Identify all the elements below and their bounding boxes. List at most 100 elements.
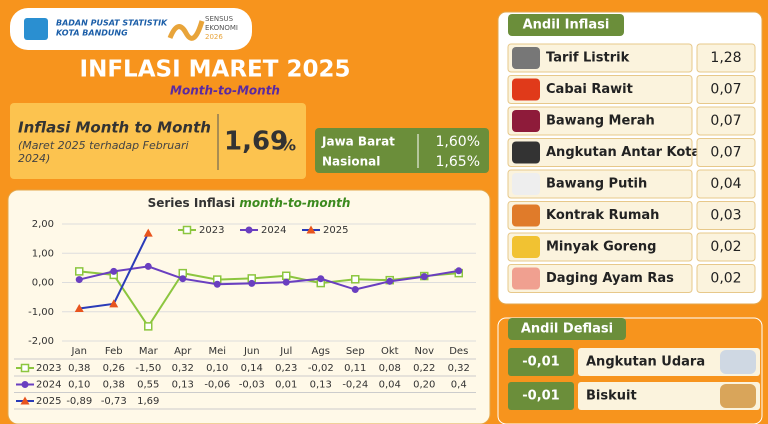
x-tick-label: Jan [71, 346, 87, 357]
table-row-label: 2025 [36, 396, 61, 407]
item-value: -0,01 [522, 355, 559, 370]
value-box [696, 75, 756, 104]
legend-marker [245, 226, 253, 234]
table-cell: 1,69 [137, 396, 159, 407]
x-tick-label: Jun [243, 346, 260, 357]
table-cell: 0,20 [413, 380, 435, 391]
table-cell: 0,22 [413, 363, 435, 374]
x-tick-label: Jul [279, 346, 292, 357]
andil-inflasi-header [508, 14, 624, 36]
table-cell: 0,11 [344, 363, 366, 374]
item-icon [512, 47, 540, 69]
table-cell: 0,13 [172, 380, 194, 391]
point [248, 279, 256, 287]
chart-panel [7, 189, 491, 424]
item-icon [512, 78, 540, 101]
item-box [507, 75, 693, 104]
item-value: 0,04 [710, 176, 741, 192]
value-box [508, 382, 574, 410]
mtm-value: 1,69 [224, 127, 288, 157]
andil-deflasi-header [508, 318, 626, 340]
point [143, 228, 153, 237]
mtm-label: Inflasi Month to Month [18, 119, 211, 137]
x-tick-label: Feb [105, 346, 123, 357]
andil-inflasi-title: Andil Inflasi [523, 18, 610, 33]
item-icon [720, 350, 756, 374]
x-tick-label: Apr [174, 346, 192, 357]
item-value: 0,07 [710, 82, 741, 98]
item-name: Daging Ayam Ras [546, 271, 674, 286]
table-cell: 0,32 [172, 363, 194, 374]
item-name: Kontrak Rumah [546, 208, 659, 223]
table-cell: 0,13 [310, 380, 332, 391]
point [74, 304, 84, 313]
table-cell: 0,14 [241, 363, 263, 374]
regional-box [315, 128, 489, 173]
chart-title-em: month-to-month [239, 196, 350, 210]
x-tick-label: Nov [414, 346, 434, 357]
point [144, 262, 152, 270]
point [420, 273, 428, 281]
item-value: 1,28 [710, 50, 741, 66]
series-line [79, 270, 459, 329]
item-box [507, 106, 693, 136]
item-name: Angkutan Antar Kota [546, 145, 700, 160]
item-box [507, 138, 693, 167]
point [110, 267, 118, 275]
census-logo [167, 20, 205, 41]
series-line [79, 265, 459, 291]
x-tick-label: Ags [312, 346, 330, 357]
table-cell: -0,03 [239, 380, 265, 391]
region-value: 1,65% [436, 154, 480, 170]
table-cell: 0,38 [68, 363, 90, 374]
mtm-note: (Maret 2025 terhadap Februari 2024) [18, 139, 189, 165]
value-box [508, 348, 574, 376]
table-cell: 0,32 [448, 363, 470, 374]
item-name: Angkutan Udara [586, 355, 705, 370]
legend-marker [306, 225, 316, 234]
point [386, 277, 394, 285]
item-value: 0,02 [710, 271, 741, 287]
item-box [507, 232, 693, 262]
table-cell: 0,4 [451, 380, 467, 391]
table-row-label: 2024 [36, 380, 61, 391]
bps-logo [24, 18, 48, 40]
item-icon [512, 204, 540, 227]
org: BADAN PUSAT STATISTIK [56, 19, 168, 28]
region-name: Jawa Barat [321, 135, 395, 149]
item-box [507, 169, 693, 199]
point [351, 286, 359, 294]
item-value: 0,03 [710, 208, 741, 224]
chart-title-main: Series Inflasi [148, 196, 236, 210]
table-cell: -0,06 [204, 380, 230, 391]
table-cell: 0,04 [379, 380, 401, 391]
mtm-note-box: (Maret 2025 terhadap Februari 2024) [18, 139, 189, 165]
legend-label: 2025 [323, 225, 348, 236]
point [455, 267, 463, 275]
table-cell: 0,26 [103, 363, 125, 374]
point [144, 322, 153, 331]
census-year: 2026 [205, 33, 223, 41]
point [282, 271, 291, 281]
y-tick-label: 0,00 [32, 278, 54, 289]
y-tick-label: -2,00 [28, 336, 54, 347]
table-cell: -1,50 [135, 363, 161, 374]
org-sub: KOTA BANDUNG [56, 29, 128, 38]
y-tick-label: 2,00 [32, 219, 54, 230]
item-box [507, 201, 693, 230]
item-box [507, 264, 693, 293]
point [317, 275, 325, 283]
value-box [696, 264, 756, 293]
item-value: 0,02 [710, 239, 741, 255]
x-tick-label: Mar [139, 346, 159, 357]
point [179, 275, 187, 283]
item-box [578, 382, 760, 410]
item-name: Bawang Putih [546, 177, 647, 192]
subtitle: Month-to-Month [170, 84, 280, 98]
legend-marker [182, 225, 192, 235]
y-tick-label: -1,00 [28, 307, 54, 318]
x-tick-label: Mei [208, 346, 226, 357]
item-name: Biskuit [586, 389, 637, 404]
point [109, 299, 119, 308]
